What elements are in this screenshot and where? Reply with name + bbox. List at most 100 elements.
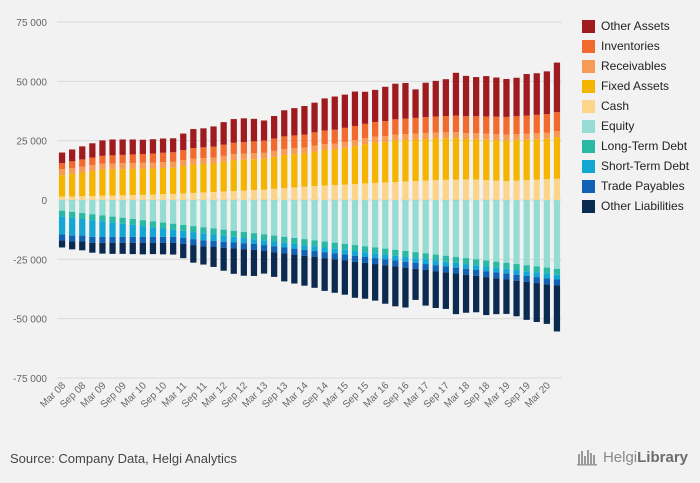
bar-segment [139, 153, 146, 163]
bar-segment [190, 239, 197, 246]
bar-segment [281, 236, 288, 243]
bar-segment [553, 200, 561, 269]
bar-segment [119, 195, 126, 200]
bar-segment [473, 116, 480, 134]
bar-segment [129, 195, 136, 200]
bar-segment [543, 71, 550, 115]
bar-segment [271, 156, 278, 189]
bar-segment [260, 140, 268, 153]
bar-segment [473, 265, 480, 271]
bar-segment [553, 279, 561, 286]
bar-segment [271, 235, 278, 242]
bar-segment [230, 236, 237, 243]
bar-segment [210, 126, 217, 147]
bar-segment [99, 140, 106, 156]
bar-segment [311, 186, 318, 200]
bar-segment [351, 184, 359, 200]
bar-segment [250, 153, 258, 160]
bar-segment [503, 116, 510, 135]
bar-segment [58, 169, 66, 176]
bar-segment [149, 236, 157, 243]
bar-segment [442, 272, 449, 309]
bar-segment [79, 235, 86, 242]
bar-segment [99, 169, 106, 196]
bar-segment [432, 265, 439, 272]
bar-segment [291, 243, 298, 249]
legend-swatch [582, 79, 595, 93]
bar-segment [473, 275, 480, 313]
bar-segment [250, 159, 258, 191]
bar-segment [89, 171, 96, 196]
bar-segment [99, 215, 106, 222]
bar-segment [493, 180, 500, 200]
bar-segment [372, 200, 379, 248]
bar-segment [58, 152, 66, 164]
bar-segment [341, 254, 348, 261]
bar-segment [473, 139, 480, 180]
bar-segment [301, 153, 308, 187]
bar-segment [513, 280, 520, 317]
bar-segment [119, 236, 126, 243]
bar-segment [523, 281, 530, 320]
bar-segment [331, 143, 338, 150]
bar-segment [523, 180, 530, 200]
bar-segment [341, 200, 348, 244]
bar-segment [473, 133, 480, 140]
bar-segment [69, 200, 76, 212]
bar-segment [149, 168, 157, 195]
bar-segment [351, 146, 359, 185]
bar-segment [533, 114, 540, 134]
bar-segment [351, 91, 359, 126]
bar-segment [271, 241, 278, 247]
bar-segment [361, 262, 369, 299]
bar-segment [493, 134, 500, 141]
bar-segment [392, 140, 399, 182]
bar-segment [382, 248, 389, 255]
bar-segment [129, 224, 136, 237]
bar-segment [79, 196, 86, 200]
bar-segment [149, 194, 157, 200]
bar-segment [462, 139, 470, 180]
bar-segment [351, 261, 359, 298]
bar-segment [543, 284, 550, 324]
legend-swatch [582, 159, 595, 173]
bar-segment [139, 162, 146, 169]
bar-segment [159, 200, 167, 223]
bar-segment [109, 163, 116, 170]
bar-segment [271, 150, 278, 157]
bar-segment [220, 144, 227, 156]
bar-segment [503, 273, 510, 280]
bar-segment [200, 147, 207, 158]
bar-segment [523, 200, 530, 266]
bar-segment [159, 194, 167, 200]
bar-segment [281, 188, 288, 200]
bar-segment [89, 143, 96, 158]
bar-segment [190, 200, 197, 227]
bar-segment [452, 138, 460, 180]
bar-segment [503, 78, 510, 117]
bar-segment [452, 262, 460, 268]
bar-segment [462, 274, 470, 313]
bar-segment [139, 200, 146, 221]
bar-segment [503, 268, 510, 274]
bar-segment [341, 94, 348, 128]
bar-segment [392, 255, 399, 261]
legend-swatch [582, 139, 595, 153]
bar-segment [220, 235, 227, 242]
bar-segment [281, 154, 288, 189]
bar-segment [523, 265, 530, 272]
bar-segment [483, 133, 490, 140]
bar-segment [452, 273, 460, 315]
bar-segment [462, 116, 470, 134]
bar-segment [240, 232, 247, 238]
bar-segment [129, 242, 136, 255]
bar-segment [200, 157, 207, 164]
bar-segment [422, 270, 429, 306]
bar-segment [341, 184, 348, 200]
bar-segment [230, 230, 237, 237]
bar-segment [271, 252, 278, 277]
legend-item: Equity [582, 116, 689, 136]
bar-segment [260, 120, 268, 141]
bar-segment [462, 258, 470, 265]
bar-segment [210, 200, 217, 229]
